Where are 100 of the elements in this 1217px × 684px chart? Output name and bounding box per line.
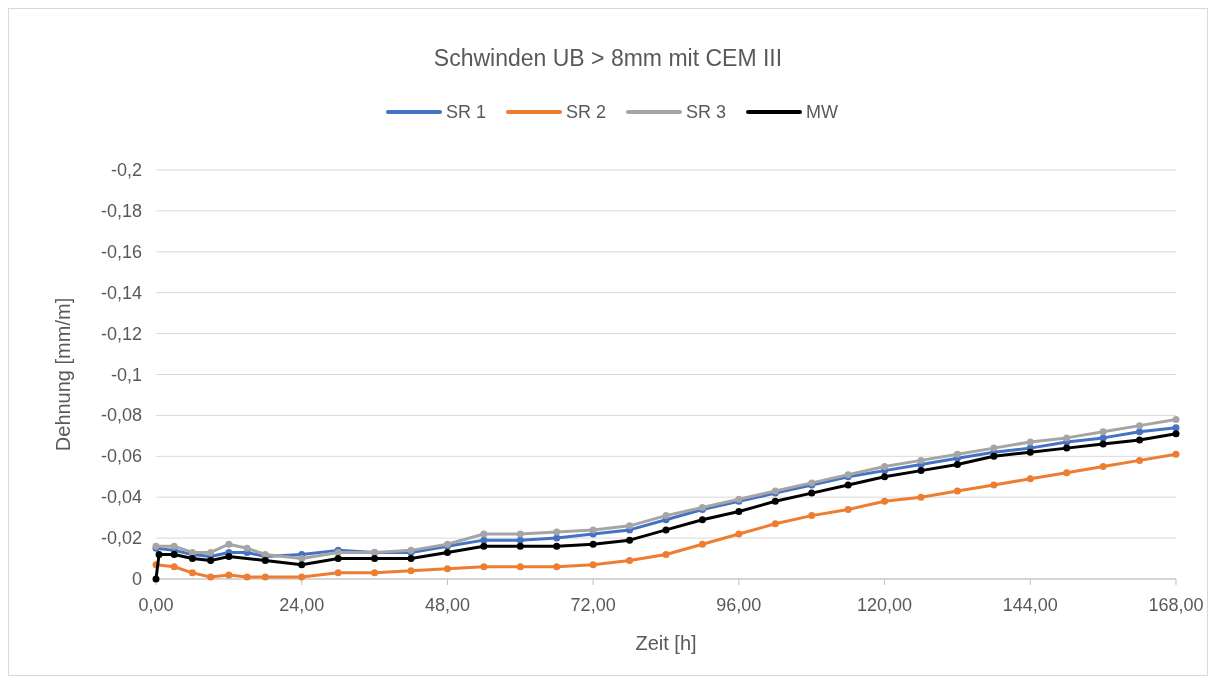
point: [662, 526, 670, 534]
y-tick-label: -0,1: [110, 364, 142, 385]
y-tick-label: -0,08: [100, 405, 142, 426]
point: [1063, 469, 1071, 477]
point: [881, 463, 889, 471]
point: [626, 536, 634, 544]
point: [553, 528, 561, 536]
point: [243, 544, 251, 552]
point: [735, 530, 743, 538]
legend-label: SR 2: [566, 102, 607, 122]
point: [371, 569, 379, 577]
point: [334, 569, 342, 577]
point: [990, 444, 998, 452]
point: [155, 550, 163, 558]
point: [371, 555, 379, 563]
point: [990, 452, 998, 460]
point: [1063, 444, 1071, 452]
point: [207, 557, 215, 565]
point: [480, 530, 488, 538]
point: [698, 540, 706, 548]
x-tick-label: 144,00: [1002, 595, 1058, 615]
point: [589, 540, 597, 548]
point: [443, 565, 451, 573]
point: [771, 520, 779, 528]
point: [261, 573, 269, 581]
x-tick-label: 96,00: [716, 595, 762, 615]
x-tick-label: 120,00: [857, 595, 913, 615]
y-tick-label: -0,02: [100, 528, 142, 549]
point: [990, 481, 998, 489]
point: [170, 542, 178, 550]
point: [1026, 438, 1034, 446]
point: [1136, 422, 1144, 430]
point: [516, 530, 524, 538]
point: [1136, 428, 1144, 436]
x-tick-label: 48,00: [424, 595, 470, 615]
point: [207, 573, 215, 581]
point: [844, 481, 852, 489]
point: [188, 569, 196, 577]
point: [626, 557, 634, 565]
legend-label: MW: [806, 102, 838, 122]
point: [589, 561, 597, 569]
point: [1172, 430, 1180, 438]
point: [1136, 456, 1144, 464]
point: [1099, 434, 1107, 442]
point: [225, 553, 233, 561]
point: [1099, 463, 1107, 471]
point: [188, 555, 196, 563]
point: [516, 563, 524, 571]
point: [170, 550, 178, 558]
y-axis-title: Dehnung [mm/m]: [52, 297, 74, 452]
point: [443, 548, 451, 556]
point: [480, 542, 488, 550]
point: [662, 512, 670, 520]
point: [698, 516, 706, 524]
point: [298, 555, 306, 563]
y-tick-label: -0,18: [100, 200, 142, 221]
point: [771, 497, 779, 505]
point: [516, 536, 524, 544]
point: [589, 526, 597, 534]
point: [170, 563, 178, 571]
point: [953, 460, 961, 468]
point: [953, 450, 961, 458]
x-tick-label: 72,00: [570, 595, 616, 615]
x-tick-label: 0,00: [138, 595, 174, 615]
point: [808, 489, 816, 497]
point: [735, 508, 743, 516]
point: [1136, 436, 1144, 444]
point: [1172, 415, 1180, 423]
point: [1099, 428, 1107, 436]
point: [480, 536, 488, 544]
x-tick-label: 24,00: [279, 595, 325, 615]
point: [207, 548, 215, 556]
point: [1063, 434, 1071, 442]
point: [553, 542, 561, 550]
point: [844, 505, 852, 513]
point: [407, 555, 415, 563]
y-tick-label: -0,16: [100, 241, 142, 262]
point: [917, 493, 925, 501]
y-tick-label: -0,12: [100, 323, 142, 344]
point: [298, 573, 306, 581]
x-axis-title: Zeit [h]: [635, 632, 697, 654]
point: [334, 555, 342, 563]
point: [243, 573, 251, 581]
x-tick-label: 168,00: [1148, 595, 1204, 615]
point: [881, 473, 889, 481]
point: [917, 467, 925, 475]
legend-label: SR 1: [446, 102, 487, 122]
point: [1172, 424, 1180, 432]
point: [480, 563, 488, 571]
y-tick-label: -0,2: [110, 160, 142, 180]
chart-title: Schwinden UB > 8mm mit CEM III: [433, 45, 783, 71]
point: [553, 563, 561, 571]
y-tick-label: -0,06: [100, 446, 142, 467]
point: [881, 497, 889, 505]
point: [516, 542, 524, 550]
y-tick-label: -0,04: [100, 487, 142, 508]
point: [1026, 475, 1034, 483]
point: [225, 571, 233, 579]
point: [626, 522, 634, 530]
point: [298, 561, 306, 569]
